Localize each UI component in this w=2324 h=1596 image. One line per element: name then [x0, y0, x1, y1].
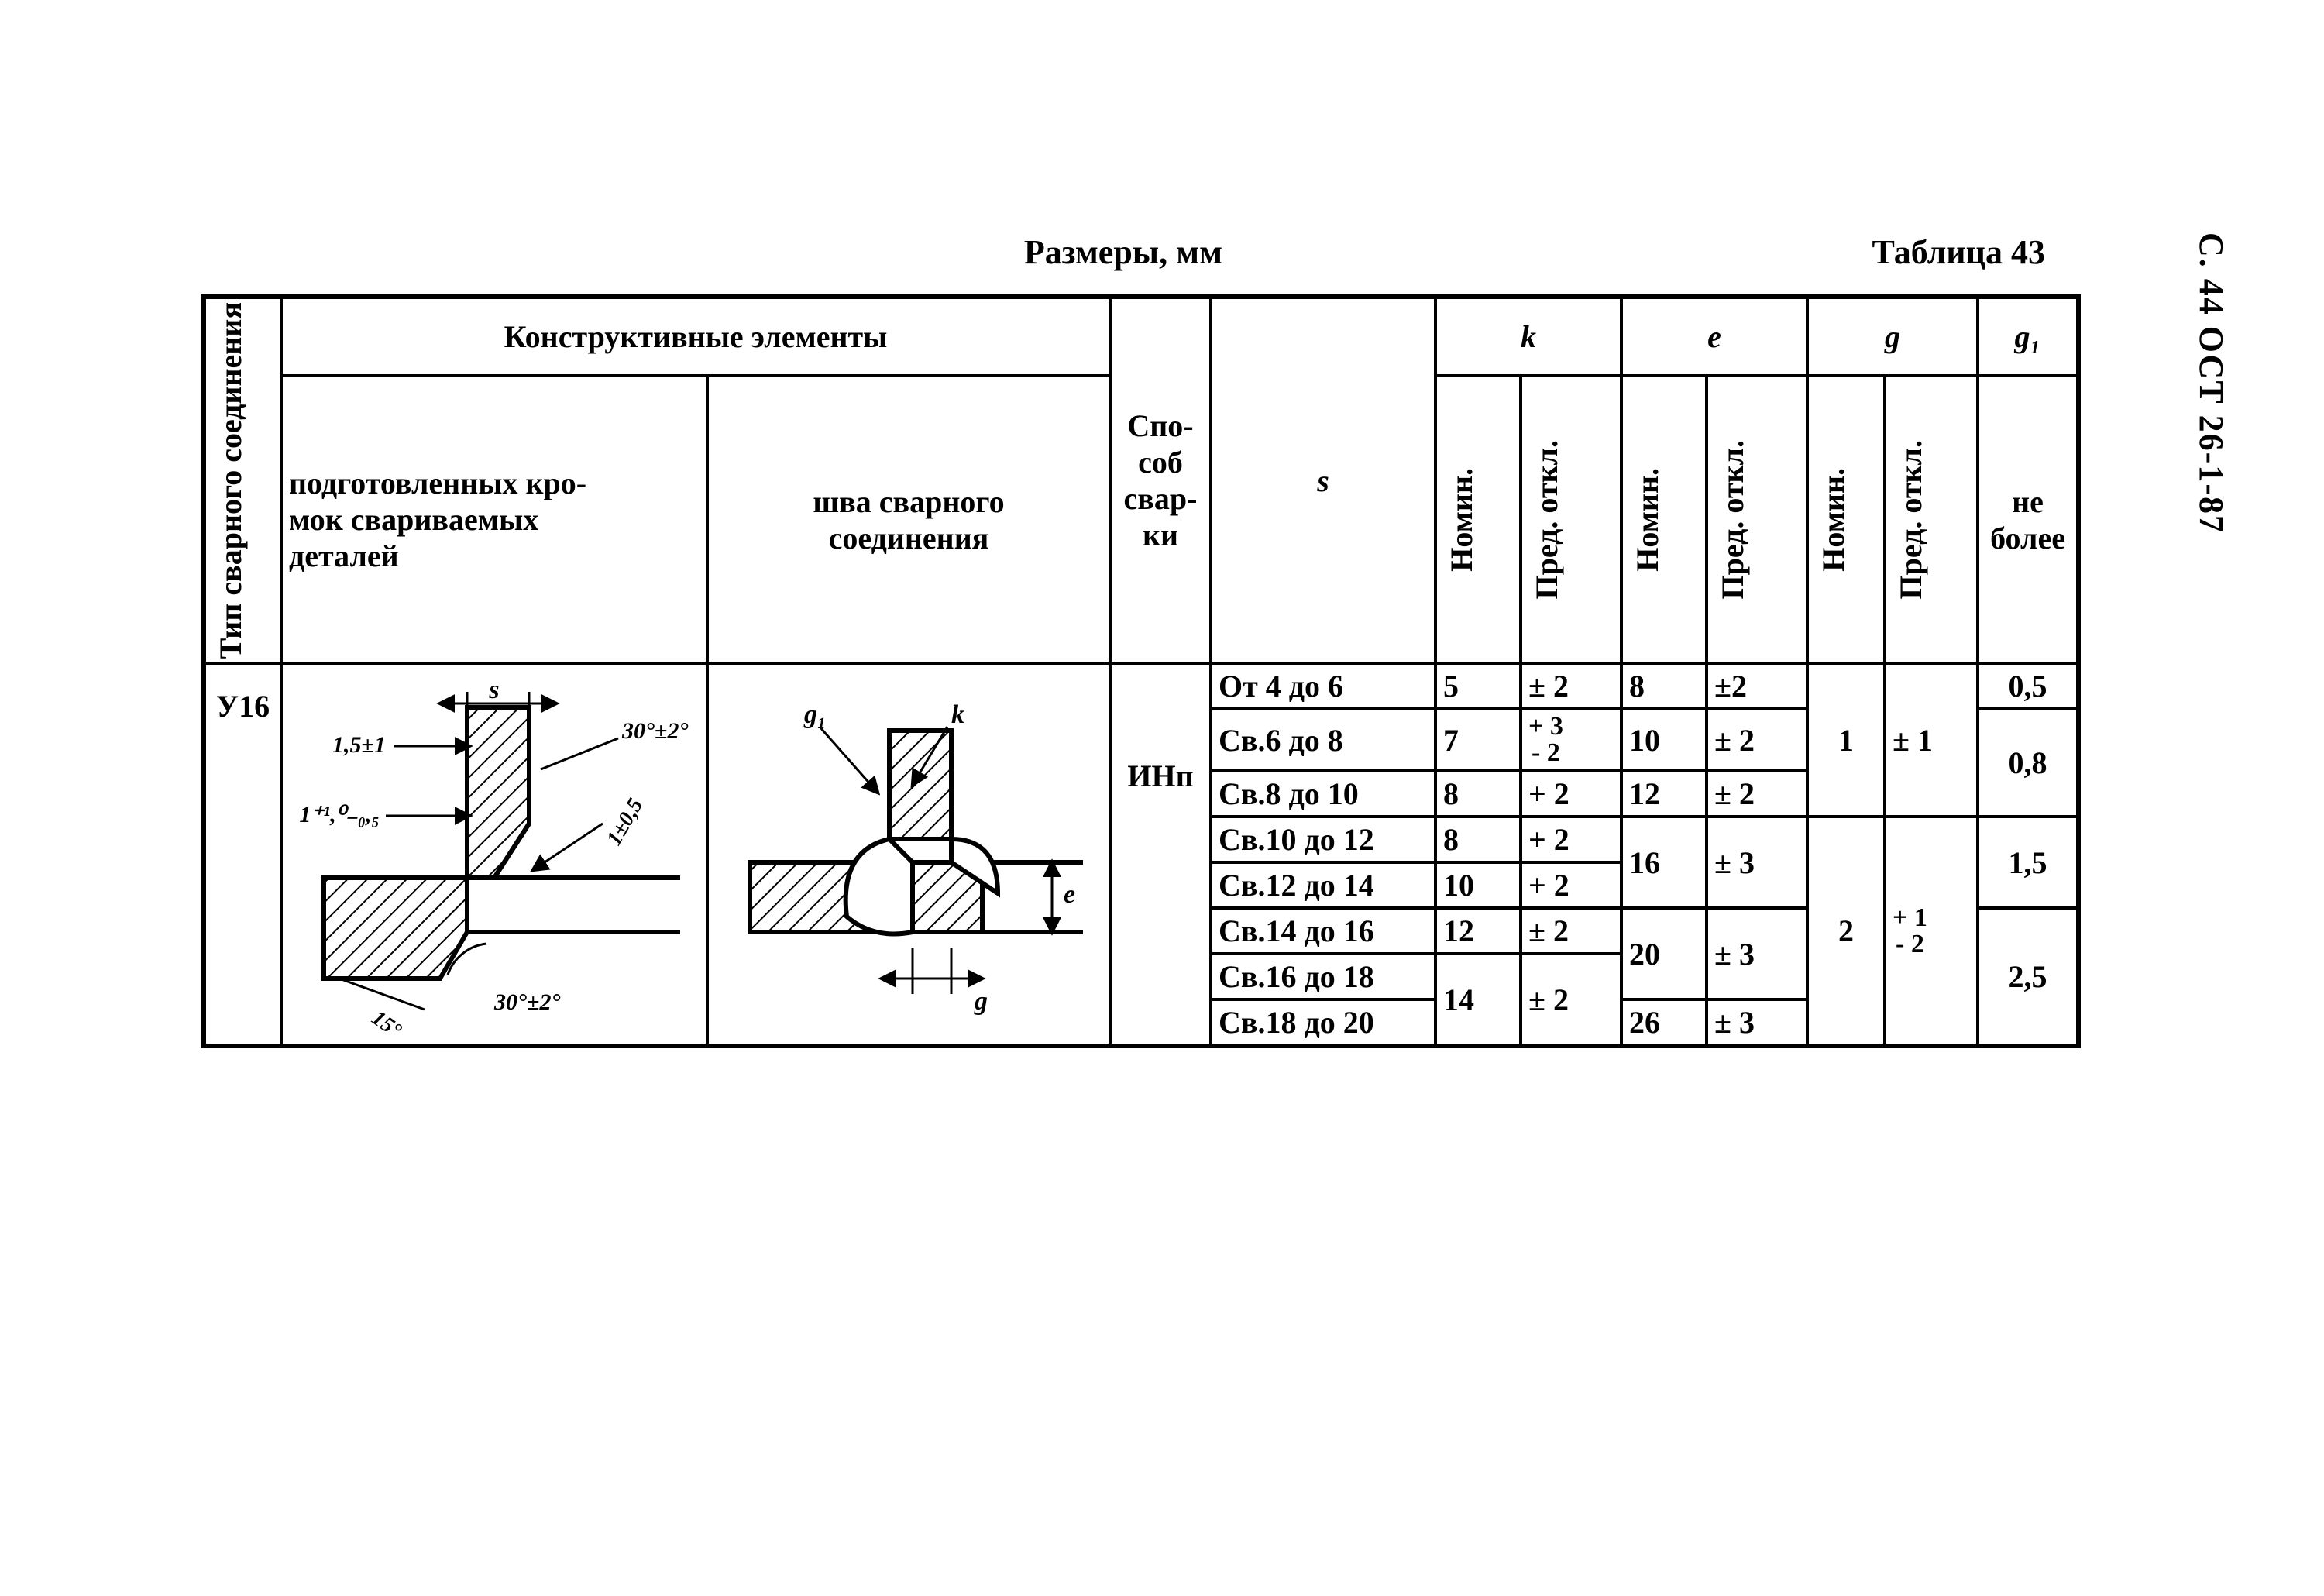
hdr-g-nomin: Номин.	[1807, 376, 1885, 663]
hdr-e-pred: Пред. откл.	[1707, 376, 1807, 663]
cell-kp: ± 2	[1521, 908, 1621, 954]
hdr-k-pred: Пред. откл.	[1521, 376, 1621, 663]
hdr-constr-elem: Конструктивные элементы	[281, 297, 1110, 376]
hdr-prepared-edges: подготовленных кро- мок свариваемых дета…	[281, 376, 707, 663]
table-number: Таблица 43	[1872, 232, 2045, 272]
cell-diagram-edges: s 1,5±1 1⁺¹,⁰₋₀,₅ 30°±2° 1±0,5 30°±2°	[281, 663, 707, 1046]
cell-kp: + 2	[1521, 817, 1621, 862]
dim-s: s	[488, 676, 499, 704]
dim-k: k	[951, 700, 964, 729]
cell-kp: + 3- 2	[1521, 709, 1621, 771]
hdr-weld-seam: шва сварного соединения	[707, 376, 1110, 663]
cell-s: Св.18 до 20	[1211, 999, 1435, 1046]
dim-angle2: 30°±2°	[493, 989, 560, 1015]
hdr-e: e	[1621, 297, 1807, 376]
header-row-1: Тип сварного соединения Конструктивные э…	[204, 297, 2078, 376]
cell-kp: ± 2	[1521, 663, 1621, 709]
dim-g1: g₁	[803, 700, 827, 729]
cell-s: Св.6 до 8	[1211, 709, 1435, 771]
hdr-g1-sub: не более	[1978, 376, 2078, 663]
dim-bevel: 1±0,5	[602, 794, 648, 849]
dim-chamfer: 15°	[367, 1006, 406, 1033]
cell-ep: ± 3	[1707, 908, 1807, 999]
cell-ep: ± 3	[1707, 999, 1807, 1046]
hdr-k-nomin: Номин.	[1435, 376, 1521, 663]
hdr-e-nomin: Номин.	[1621, 376, 1707, 663]
cell-g1: 2,5	[1978, 908, 2078, 1046]
edge-diagram: s 1,5±1 1⁺¹,⁰₋₀,₅ 30°±2° 1±0,5 30°±2°	[293, 676, 696, 1033]
cell-g1: 0,5	[1978, 663, 2078, 709]
cell-g1: 0,8	[1978, 709, 2078, 817]
cell-s: Св.16 до 18	[1211, 954, 1435, 999]
cell-kn: 8	[1435, 817, 1521, 862]
cell-en: 10	[1621, 709, 1707, 771]
page-content: Размеры, мм Таблица 43 Тип сварного соед…	[201, 232, 2045, 1048]
cell-ep: ± 2	[1707, 771, 1807, 817]
cell-ep: ± 3	[1707, 817, 1807, 908]
cell-gp: + 1- 2	[1885, 817, 1978, 1046]
cell-joint-code: У16	[204, 663, 281, 1046]
cell-s: Св.8 до 10	[1211, 771, 1435, 817]
cell-kn: 10	[1435, 862, 1521, 908]
cell-en: 8	[1621, 663, 1707, 709]
cell-kn: 14	[1435, 954, 1521, 1046]
cell-en: 20	[1621, 908, 1707, 999]
hdr-joint-type: Тип сварного соединения	[204, 297, 281, 663]
cell-ep: ±2	[1707, 663, 1807, 709]
cell-s: От 4 до 6	[1211, 663, 1435, 709]
dim-a: 1,5±1	[332, 732, 386, 758]
table-row: У16	[204, 663, 2078, 709]
dim-e: e	[1064, 880, 1075, 909]
cell-en: 26	[1621, 999, 1707, 1046]
cell-gn: 2	[1807, 817, 1885, 1046]
cell-kn: 5	[1435, 663, 1521, 709]
cell-kp: + 2	[1521, 862, 1621, 908]
weld-table: Тип сварного соединения Конструктивные э…	[201, 294, 2081, 1048]
cell-kn: 12	[1435, 908, 1521, 954]
hdr-g1: g₁	[1978, 297, 2078, 376]
weld-diagram: g₁ k e g	[719, 684, 1098, 1025]
hdr-method: Спо- соб свар- ки	[1110, 297, 1211, 663]
cell-s: Св.12 до 14	[1211, 862, 1435, 908]
cell-s: Св.10 до 12	[1211, 817, 1435, 862]
cell-kp: + 2	[1521, 771, 1621, 817]
caption-row: Размеры, мм Таблица 43	[201, 232, 2045, 294]
cell-gp: ± 1	[1885, 663, 1978, 817]
cell-method: ИНп	[1110, 663, 1211, 1046]
cell-gn: 1	[1807, 663, 1885, 817]
hdr-k: k	[1435, 297, 1621, 376]
cell-g1: 1,5	[1978, 817, 2078, 908]
cell-s: Св.14 до 16	[1211, 908, 1435, 954]
document-code: С. 44 ОСТ 26-1-87	[2192, 232, 2231, 534]
cell-ep: ± 2	[1707, 709, 1807, 771]
cell-kn: 7	[1435, 709, 1521, 771]
hdr-g-pred: Пред. откл.	[1885, 376, 1978, 663]
cell-kn: 8	[1435, 771, 1521, 817]
cell-en: 12	[1621, 771, 1707, 817]
cell-en: 16	[1621, 817, 1707, 908]
cell-kp: ± 2	[1521, 954, 1621, 1046]
dim-b: 1⁺¹,⁰₋₀,₅	[299, 802, 380, 827]
dim-g: g	[974, 987, 988, 1016]
size-label: Размеры, мм	[1024, 232, 1222, 272]
dim-angle1: 30°±2°	[621, 718, 688, 744]
hdr-s: s	[1211, 297, 1435, 663]
cell-diagram-weld: g₁ k e g	[707, 663, 1110, 1046]
hdr-g: g	[1807, 297, 1978, 376]
